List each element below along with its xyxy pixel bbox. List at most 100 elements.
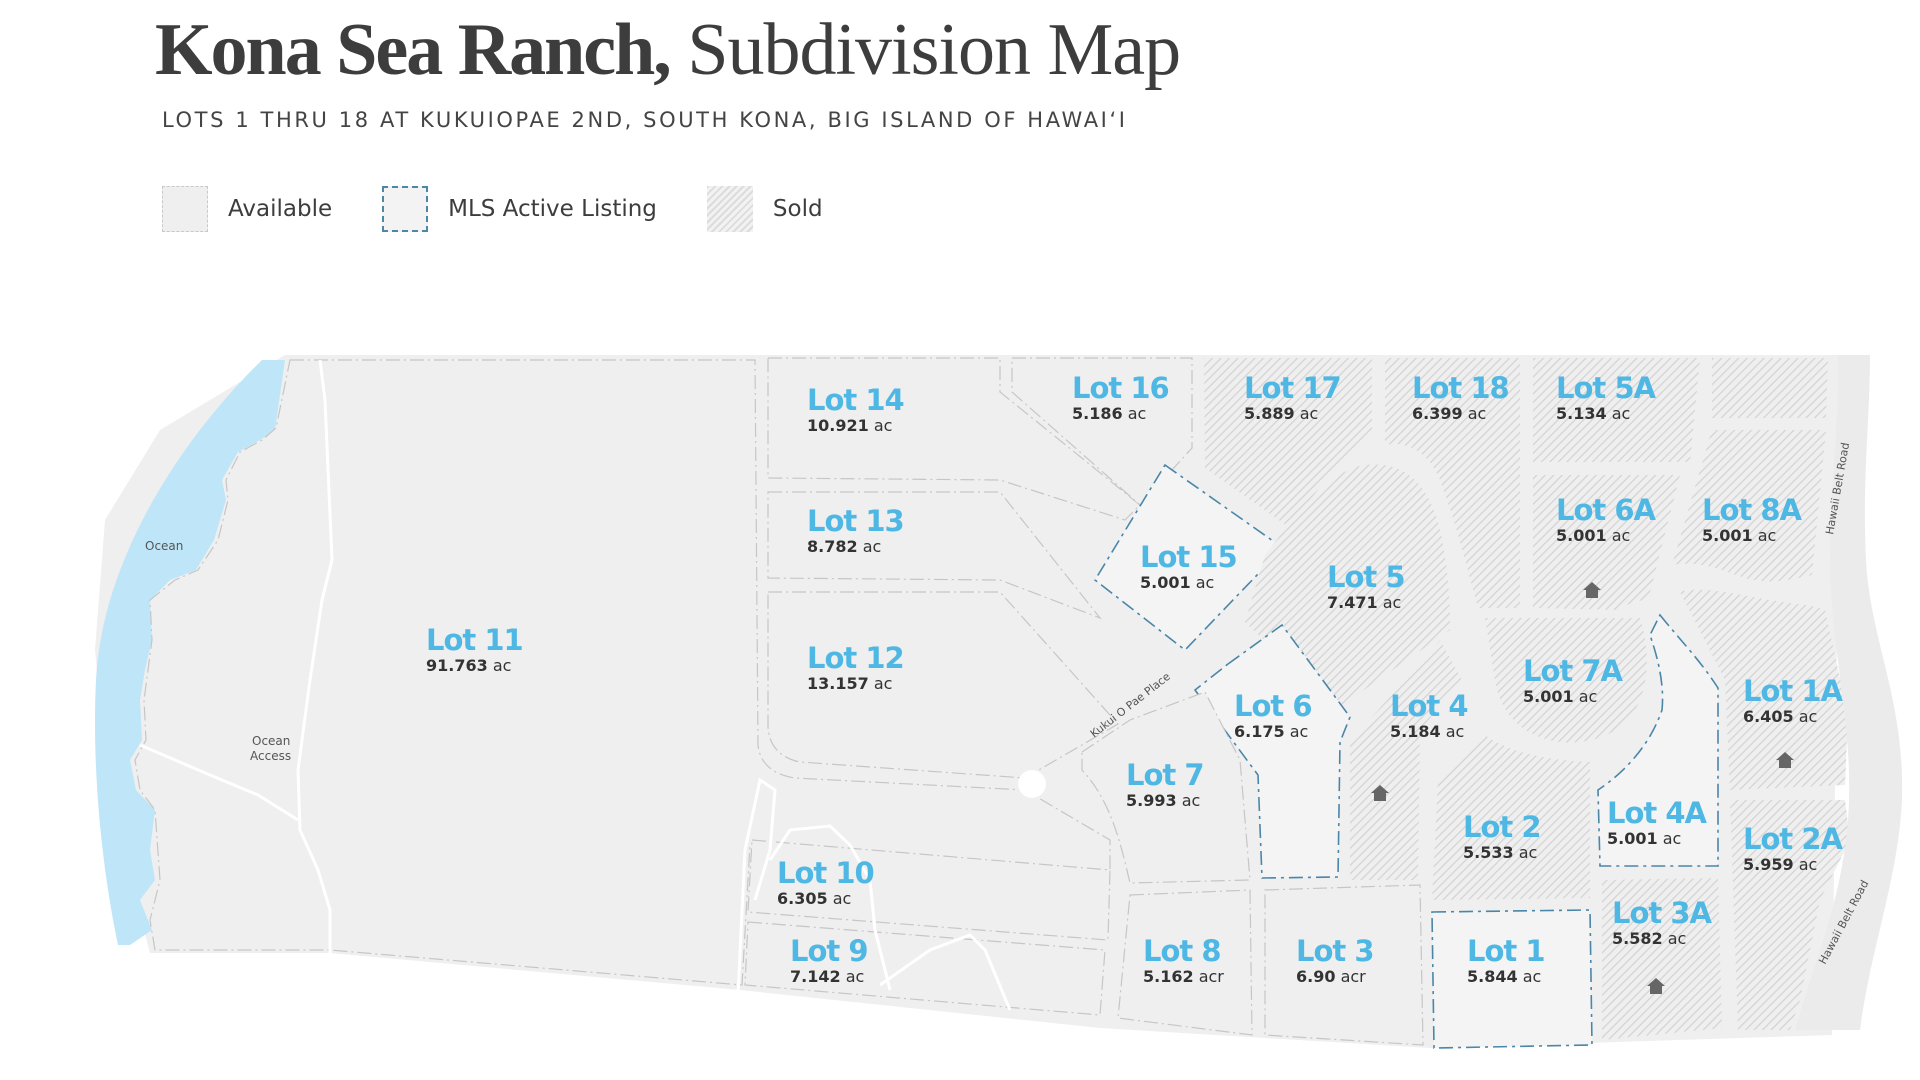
lot-13-parcel[interactable]	[767, 491, 1102, 620]
lot-13-label: Lot 138.782 ac	[807, 504, 905, 556]
lot-8a-label: Lot 8A5.001 ac	[1702, 493, 1804, 545]
svg-text:Lot 17: Lot 17	[1244, 371, 1341, 405]
svg-text:5.001 ac: 5.001 ac	[1140, 573, 1214, 592]
svg-text:5.533 ac: 5.533 ac	[1463, 843, 1537, 862]
lot-11-parcel[interactable]	[134, 359, 1111, 986]
lot-unlabeled-parcel[interactable]	[1712, 358, 1828, 418]
svg-text:5.959 ac: 5.959 ac	[1743, 855, 1817, 874]
svg-text:5.001 ac: 5.001 ac	[1607, 829, 1681, 848]
lot-15-label: Lot 155.001 ac	[1140, 540, 1238, 592]
legend-item-mls: MLS Active Listing	[382, 186, 657, 232]
lot-7a-parcel[interactable]	[1485, 618, 1647, 743]
svg-text:5.001 ac: 5.001 ac	[1523, 687, 1597, 706]
lot-1a-parcel[interactable]	[1680, 589, 1848, 790]
svg-text:Lot 2A: Lot 2A	[1743, 822, 1844, 856]
svg-text:5.889 ac: 5.889 ac	[1244, 404, 1318, 423]
svg-text:Lot 9: Lot 9	[790, 934, 868, 968]
lot-8a-parcel[interactable]	[1672, 430, 1826, 582]
svg-text:5.186 ac: 5.186 ac	[1072, 404, 1146, 423]
svg-text:5.993 ac: 5.993 ac	[1126, 791, 1200, 810]
lot-14-parcel[interactable]	[767, 357, 1141, 521]
svg-text:7.471 ac: 7.471 ac	[1327, 593, 1401, 612]
svg-text:5.162 acr: 5.162 acr	[1143, 967, 1224, 986]
lot-12-parcel[interactable]	[767, 591, 1119, 779]
lot-6a-label: Lot 6A5.001 ac	[1556, 493, 1658, 545]
svg-text:Lot 16: Lot 16	[1072, 371, 1169, 405]
lot-2a-label: Lot 2A5.959 ac	[1743, 822, 1845, 874]
lot-16-parcel[interactable]	[1011, 357, 1193, 506]
svg-text:10.921 ac: 10.921 ac	[807, 416, 892, 435]
sold-swatch-icon	[706, 186, 753, 232]
lot-3a-label: Lot 3A5.582 ac	[1612, 896, 1714, 948]
svg-text:Lot 2: Lot 2	[1463, 810, 1541, 844]
lot-1-label: Lot 15.844 ac	[1467, 934, 1546, 986]
lot-4a-parcel[interactable]	[1597, 613, 1719, 867]
lot-5a-parcel[interactable]	[1533, 358, 1700, 462]
svg-text:Lot 8A: Lot 8A	[1702, 493, 1803, 527]
lot-18-parcel[interactable]	[1385, 358, 1520, 608]
svg-text:5.184 ac: 5.184 ac	[1390, 722, 1464, 741]
lot-17-label: Lot 175.889 ac	[1244, 371, 1342, 423]
ocean-area	[94, 360, 285, 945]
available-swatch-icon	[162, 186, 208, 232]
lot-7-label: Lot 75.993 ac	[1126, 758, 1205, 810]
lot-6-parcel[interactable]	[1193, 623, 1351, 879]
lot-15-parcel[interactable]	[1093, 463, 1285, 652]
lot-2-label: Lot 25.533 ac	[1463, 810, 1542, 862]
lot-16-label: Lot 165.186 ac	[1072, 371, 1170, 423]
svg-text:Lot 5: Lot 5	[1327, 560, 1405, 594]
svg-text:Lot 14: Lot 14	[807, 383, 904, 417]
lot-9-parcel[interactable]	[744, 921, 1106, 1016]
lot-7-parcel[interactable]	[1081, 691, 1251, 884]
svg-text:Lot 4A: Lot 4A	[1607, 796, 1708, 830]
svg-text:5.582 ac: 5.582 ac	[1612, 929, 1686, 948]
svg-text:5.001 ac: 5.001 ac	[1556, 526, 1630, 545]
svg-text:Lot 18: Lot 18	[1412, 371, 1509, 405]
ocean-access-label: Ocean Access	[250, 734, 291, 763]
svg-text:Lot 15: Lot 15	[1140, 540, 1237, 574]
svg-text:6.399 ac: 6.399 ac	[1412, 404, 1486, 423]
lot-1-parcel[interactable]	[1431, 909, 1593, 1049]
lot-2a-parcel[interactable]	[1730, 800, 1850, 1030]
lot-2-parcel[interactable]	[1432, 735, 1590, 900]
lot-3-parcel[interactable]	[1264, 884, 1424, 1046]
svg-text:6.305 ac: 6.305 ac	[777, 889, 851, 908]
svg-text:7.142 ac: 7.142 ac	[790, 967, 864, 986]
lot-17-parcel[interactable]	[1204, 358, 1372, 528]
svg-text:Lot 11: Lot 11	[426, 623, 523, 657]
lot-10-label: Lot 106.305 ac	[777, 856, 875, 908]
ocean-label: Ocean	[145, 539, 183, 553]
home-icon	[1776, 752, 1794, 768]
lot-6a-parcel[interactable]	[1533, 475, 1680, 610]
mls-swatch-icon	[382, 186, 429, 232]
svg-text:Lot 10: Lot 10	[777, 856, 874, 890]
page-subtitle: LOTS 1 THRU 18 AT KUKUIOPAE 2ND, SOUTH K…	[162, 108, 1128, 132]
svg-text:6.405 ac: 6.405 ac	[1743, 707, 1817, 726]
svg-text:8.782 ac: 8.782 ac	[807, 537, 881, 556]
lot-1a-label: Lot 1A6.405 ac	[1743, 674, 1845, 726]
svg-text:Lot 4: Lot 4	[1390, 689, 1468, 723]
legend-item-available: Available	[162, 186, 332, 232]
lot-8-label: Lot 85.162 acr	[1143, 934, 1224, 986]
home-icon	[1583, 582, 1601, 598]
lot-10-parcel[interactable]	[747, 839, 1111, 941]
lot-5a-label: Lot 5A5.134 ac	[1556, 371, 1658, 423]
svg-text:13.157 ac: 13.157 ac	[807, 674, 892, 693]
svg-text:5.844 ac: 5.844 ac	[1467, 967, 1541, 986]
svg-text:Lot 7: Lot 7	[1126, 758, 1204, 792]
svg-text:5.134 ac: 5.134 ac	[1556, 404, 1630, 423]
lot-3a-parcel[interactable]	[1602, 878, 1722, 1040]
svg-text:Lot 3: Lot 3	[1296, 934, 1374, 968]
home-icon	[1371, 785, 1389, 801]
svg-text:Lot 6A: Lot 6A	[1556, 493, 1657, 527]
lot-9-label: Lot 97.142 ac	[790, 934, 869, 986]
page-title: Kona Sea Ranch, Subdivision Map	[155, 8, 1181, 93]
svg-text:Lot 7A: Lot 7A	[1523, 654, 1624, 688]
svg-text:Lot 13: Lot 13	[807, 504, 904, 538]
lot-6-label: Lot 66.175 ac	[1234, 689, 1313, 741]
lot-4-parcel[interactable]	[1350, 640, 1462, 880]
lot-8-parcel[interactable]	[1117, 889, 1253, 1036]
